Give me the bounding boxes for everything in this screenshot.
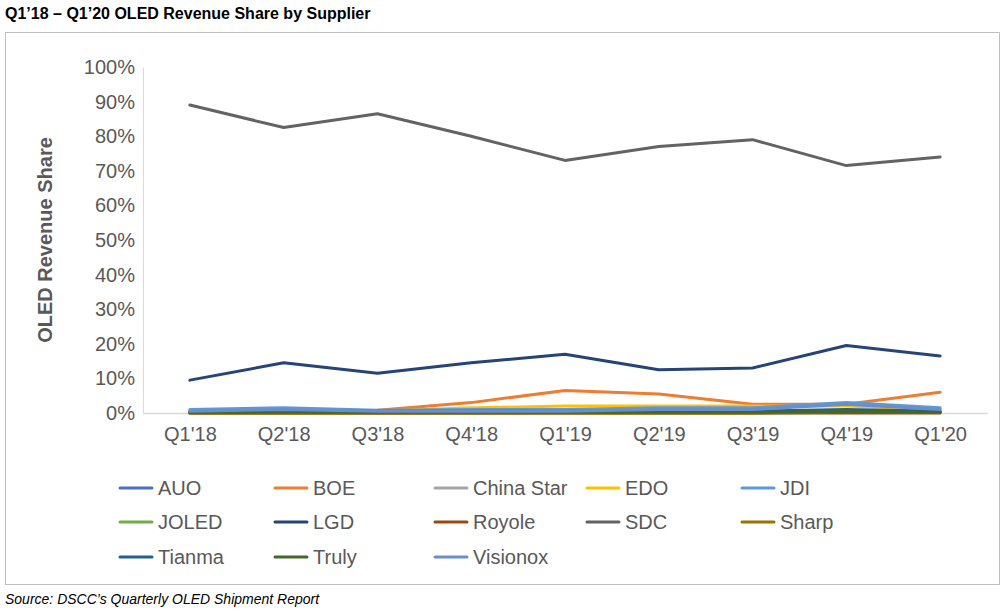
legend-swatch	[120, 487, 152, 490]
y-tick-label: 100%	[84, 56, 135, 78]
legend-swatch	[587, 487, 619, 490]
legend-label: JDI	[780, 477, 810, 499]
legend-item: Visionox	[435, 546, 548, 568]
legend-swatch	[120, 556, 152, 559]
legend-swatch	[120, 521, 152, 524]
legend-item: Tianma	[120, 546, 225, 568]
legend-swatch	[742, 521, 774, 524]
x-tick-label: Q1'20	[914, 423, 967, 445]
legend-label: Visionox	[473, 546, 548, 568]
x-tick: Q1'18	[164, 413, 217, 445]
y-tick: 0%	[106, 402, 143, 424]
y-tick-label: 0%	[106, 402, 135, 424]
series-line	[190, 391, 940, 412]
legend-label: Royole	[473, 511, 535, 533]
y-tick-label: 20%	[95, 333, 135, 355]
x-axis: Q1'18 Q2'18 Q3'18 Q4'18 Q1'19 Q2'19 Q3'19 Q4'19…	[144, 413, 988, 445]
y-tick: 30%	[95, 298, 143, 320]
legend-item: EDO	[587, 477, 668, 499]
y-tick: 70%	[95, 160, 143, 182]
legend-label: AUO	[158, 477, 201, 499]
y-axis-line	[143, 68, 144, 414]
series-line	[190, 404, 940, 411]
x-tick: Q1'20	[914, 413, 967, 445]
x-tick-label: Q3'19	[727, 423, 780, 445]
legend-item: AUO	[120, 477, 201, 499]
chart: Q1’18 – Q1’20 OLED Revenue Share by Supp…	[0, 0, 1006, 613]
x-tick-label: Q2'19	[633, 423, 686, 445]
legend-label: China Star	[473, 477, 568, 499]
legend-label: BOE	[313, 477, 355, 499]
chart-frame	[6, 33, 1000, 585]
x-tick-label: Q3'18	[352, 423, 405, 445]
legend-swatch	[275, 556, 307, 559]
x-tick: Q3'18	[352, 413, 405, 445]
legend-swatch	[435, 487, 467, 490]
y-tick-label: 90%	[95, 91, 135, 113]
x-tick-label: Q1'18	[164, 423, 217, 445]
x-tick-label: Q2'18	[258, 423, 311, 445]
series-line	[190, 105, 940, 166]
legend-swatch	[275, 487, 307, 490]
y-tick: 80%	[95, 125, 143, 147]
y-tick-label: 60%	[95, 194, 135, 216]
legend-item: JDI	[742, 477, 810, 499]
legend-label: Tianma	[158, 546, 225, 568]
legend-swatch	[275, 521, 307, 524]
legend-item: SDC	[587, 511, 667, 533]
x-tick: Q1'19	[539, 413, 592, 445]
y-tick: 10%	[95, 367, 143, 389]
y-tick-label: 10%	[95, 367, 135, 389]
legend-item: Royole	[435, 511, 535, 533]
legend-item: BOE	[275, 477, 355, 499]
legend-item: Truly	[275, 546, 357, 568]
y-tick-label: 70%	[95, 160, 135, 182]
x-tick-label: Q1'19	[539, 423, 592, 445]
x-tick: Q2'18	[258, 413, 311, 445]
y-axis: 0% 10% 20% 30% 40% 50% 60% 70% 80% 90% 100%	[84, 56, 144, 424]
series-line	[190, 346, 940, 381]
y-tick: 90%	[95, 91, 143, 113]
legend-item: China Star	[435, 477, 568, 499]
x-tick: Q2'19	[633, 413, 686, 445]
legend-swatch	[742, 487, 774, 490]
legend-label: SDC	[625, 511, 667, 533]
y-tick-label: 80%	[95, 125, 135, 147]
legend-item: JOLED	[120, 511, 222, 533]
y-tick: 60%	[95, 194, 143, 216]
legend-item: LGD	[275, 511, 354, 533]
legend: AUO BOE China Star EDO JDI JOLED LGD Royole SDC S…	[120, 477, 833, 568]
title: Q1’18 – Q1’20 OLED Revenue Share by Supp…	[5, 5, 370, 22]
x-tick: Q4'19	[820, 413, 873, 445]
legend-swatch	[435, 556, 467, 559]
source: Source: DSCC’s Quarterly OLED Shipment R…	[5, 591, 320, 607]
y-tick-label: 40%	[95, 264, 135, 286]
legend-item: Sharp	[742, 511, 833, 533]
x-tick: Q3'19	[727, 413, 780, 445]
legend-label: Truly	[313, 546, 357, 568]
legend-label: Sharp	[780, 511, 833, 533]
y-tick: 20%	[95, 333, 143, 355]
legend-label: LGD	[313, 511, 354, 533]
y-tick-label: 30%	[95, 298, 135, 320]
legend-swatch	[587, 521, 619, 524]
y-axis-title: OLED Revenue Share	[34, 137, 56, 343]
y-tick-label: 50%	[95, 229, 135, 251]
x-tick: Q4'18	[445, 413, 498, 445]
plot-area	[190, 105, 940, 413]
legend-label: JOLED	[158, 511, 222, 533]
y-tick: 50%	[95, 229, 143, 251]
y-tick: 40%	[95, 264, 143, 286]
x-tick-label: Q4'19	[820, 423, 873, 445]
y-tick: 100%	[84, 56, 143, 78]
legend-label: EDO	[625, 477, 668, 499]
x-tick-label: Q4'18	[445, 423, 498, 445]
legend-swatch	[435, 521, 467, 524]
